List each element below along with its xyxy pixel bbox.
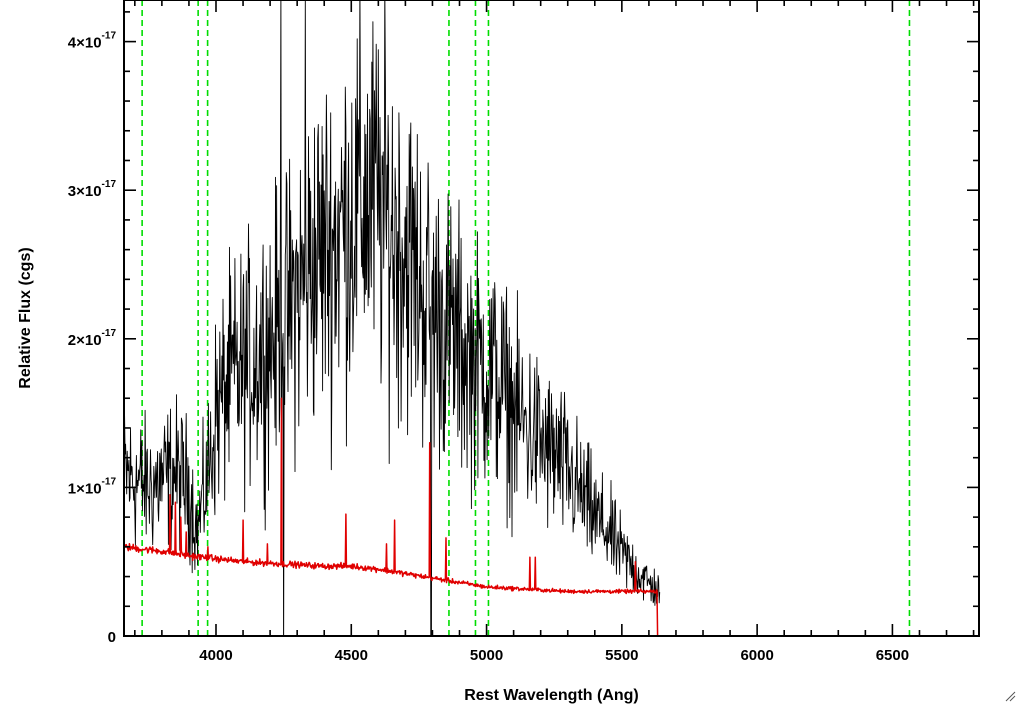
y-tick-exponent: -17 bbox=[102, 476, 117, 487]
tick-labels: 4000 4500 5000 5500 6000 650001×10-172×10-173… bbox=[68, 31, 909, 664]
y-tick-label: 2×10-17 bbox=[68, 328, 117, 349]
x-tick-label: 5000 bbox=[470, 647, 503, 664]
x-tick-label: 6000 bbox=[740, 647, 773, 664]
x-axis-title: Rest Wavelength (Ang) bbox=[464, 687, 639, 704]
x-tick-label: 5500 bbox=[605, 647, 638, 664]
plot-frame bbox=[123, 0, 980, 637]
plot-border bbox=[123, 0, 980, 637]
reference-line-group bbox=[141, 0, 911, 636]
series-group bbox=[124, 0, 979, 636]
y-axis-title: Relative Flux (cgs) bbox=[17, 247, 34, 388]
axis-ticks bbox=[124, 0, 979, 637]
y-tick-mantissa: 3×10 bbox=[68, 183, 102, 200]
y-tick-exponent: -17 bbox=[102, 31, 117, 42]
y-tick-label: 0 bbox=[108, 629, 116, 646]
y-tick-mantissa: 4×10 bbox=[68, 35, 102, 52]
y-tick-mantissa: 0 bbox=[108, 629, 116, 646]
y-tick-label: 3×10-17 bbox=[68, 179, 117, 200]
y-tick-label: 1×10-17 bbox=[68, 476, 117, 497]
y-tick-mantissa: 1×10 bbox=[68, 480, 102, 497]
x-tick-label: 4500 bbox=[335, 647, 368, 664]
y-tick-exponent: -17 bbox=[102, 179, 117, 190]
resize-grip-icon[interactable] bbox=[1004, 690, 1016, 702]
y-tick-exponent: -17 bbox=[102, 328, 117, 339]
y-tick-label: 4×10-17 bbox=[68, 31, 117, 52]
x-tick-label: 4000 bbox=[199, 647, 232, 664]
series-line-2 bbox=[124, 397, 979, 636]
series-line-1 bbox=[124, 0, 661, 636]
y-tick-mantissa: 2×10 bbox=[68, 332, 102, 349]
x-tick-label: 6500 bbox=[876, 647, 909, 664]
